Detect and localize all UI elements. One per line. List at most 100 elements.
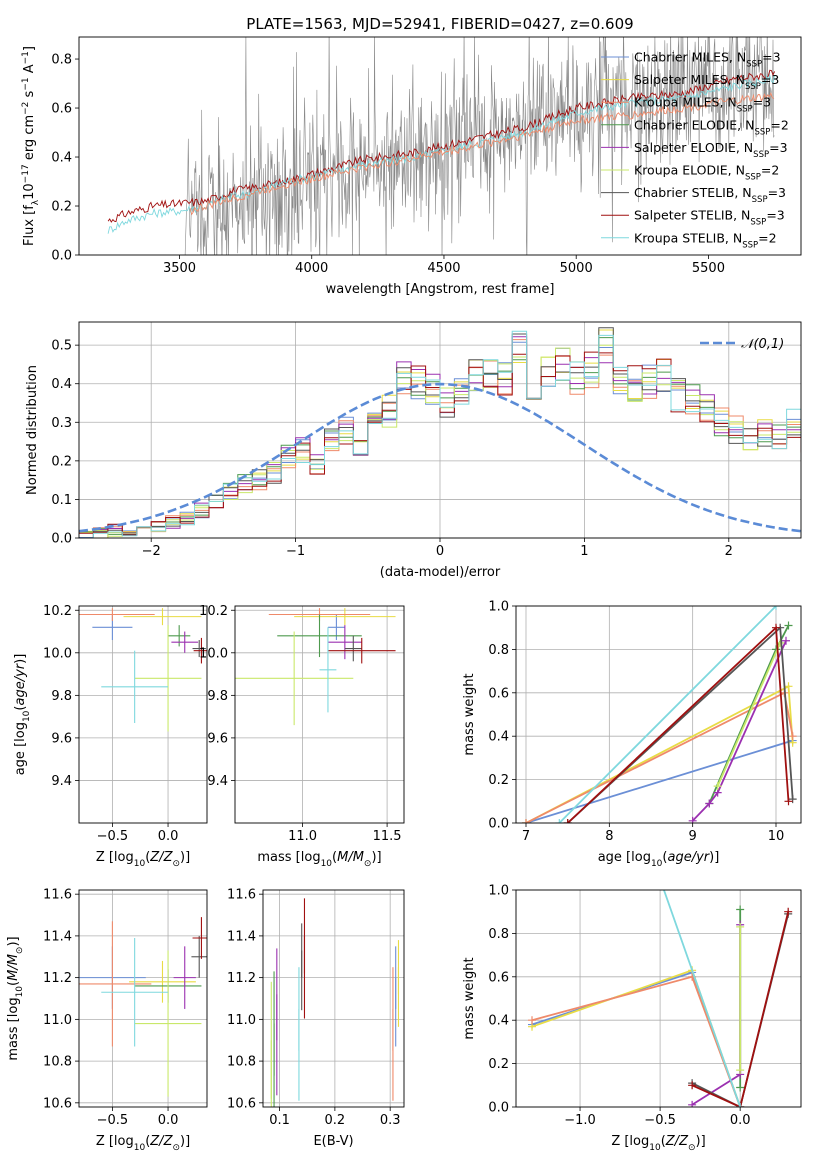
y-tick-label: 9.4 [51, 774, 72, 789]
mass-weight-marker [784, 797, 793, 806]
y-tick-label: 11.0 [227, 1013, 256, 1028]
x-tick-label: −0.5 [97, 829, 129, 844]
y-axis-label-part: )] [6, 936, 21, 946]
y-tick-label: 0.0 [51, 532, 72, 547]
x-tick-label: 7 [522, 829, 530, 844]
x-axis-label-part: )] [709, 850, 719, 865]
x-tick-label: −1.0 [564, 1113, 596, 1128]
y-axis-label-part: )] [13, 654, 28, 664]
x-tick-label: 4000 [295, 261, 328, 276]
legend-entry-base: Kroupa MILES, N [634, 95, 737, 110]
x-axis-label-part: age/yr [667, 850, 710, 865]
x-tick-label: 1 [580, 544, 588, 559]
y-tick-label: 10.2 [199, 604, 228, 619]
y-tick-label: 9.8 [207, 689, 228, 704]
y-tick-label: 0.4 [51, 151, 72, 166]
y-tick-label: 0.2 [488, 1057, 509, 1072]
legend-entry-sub: SSP [750, 218, 766, 228]
mass-weight-line [525, 739, 793, 823]
axes-frame [78, 36, 802, 256]
legend-entry-base: Salpeter MILES, N [634, 72, 745, 87]
legend-entry-tail: =2 [761, 163, 779, 178]
plot-area-massweight-vs-Z [528, 890, 793, 1107]
mass-weight-marker [522, 819, 530, 823]
legend-entry-base: Chabrier STELIB, N [634, 185, 752, 200]
x-axis-label-part: ⊙ [364, 859, 372, 869]
y-tick-label: 1.0 [488, 884, 509, 899]
legend-entry-tail: =2 [758, 230, 776, 245]
panel-mass-vs-Z: −0.5 0.010.610.811.011.211.411.6Z [log10(… [6, 888, 208, 1153]
x-tick-label: 4500 [427, 261, 460, 276]
legend-entry-tail: =3 [769, 140, 787, 155]
x-tick-label: 0 [436, 544, 444, 559]
x-axis-label-part: ( [145, 850, 150, 865]
x-axis-label-part: )] [180, 850, 190, 865]
y-axis-label-part: erg cm [22, 115, 37, 164]
observed-spectrum-line [184, 37, 775, 255]
legend-entry: Chabrier MILES, NSSP=3 [634, 50, 781, 70]
y-tick-label: 10.6 [43, 1096, 72, 1111]
legend-entry-tail: =3 [766, 208, 784, 223]
legend-entry-base: Chabrier MILES, N [634, 50, 746, 65]
x-tick-label: 0.1 [269, 1113, 290, 1128]
x-tick-label: 3500 [163, 261, 196, 276]
axes-frame [515, 889, 802, 1108]
y-tick-label: 0.6 [488, 970, 509, 985]
axes-frame [515, 605, 802, 824]
x-axis-label-part: ( [661, 1134, 666, 1149]
x-axis-label-part: ( [662, 850, 667, 865]
mass-weight-marker [713, 782, 722, 791]
legend-entry-sub: SSP [745, 82, 761, 92]
mass-weight-line [662, 890, 742, 1107]
legend-entry: Salpeter STELIB, NSSP=3 [634, 208, 785, 228]
legend-entry-base: Chabrier ELODIE, N [634, 117, 754, 132]
x-axis-label: E(B-V) [313, 1134, 353, 1149]
plot-area-age-vs-Z [79, 608, 207, 732]
x-tick-label: 0.0 [730, 1113, 751, 1128]
y-tick-label: 1.0 [488, 600, 509, 615]
x-axis-label-part: 10 [321, 859, 333, 869]
mass-weight-line [691, 911, 790, 1107]
plot-area-mass-vs-Z [79, 917, 207, 1097]
y-axis-label-part: 10 [22, 183, 37, 200]
y-axis-label-part: λ [31, 199, 41, 205]
mass-weight-marker [555, 819, 564, 823]
y-tick-label: 10.2 [43, 604, 72, 619]
plot-layer: 3500 4000 4500 5000 5500 0.0 0.2 0.4 0.6 0.8 wavel… [6, 36, 802, 1153]
y-axis-label-part: ] [22, 46, 37, 51]
y-axis-label-part: 10 [15, 986, 25, 998]
legend-entry-base: Salpeter STELIB, N [634, 208, 750, 223]
mass-weight-marker [736, 922, 745, 931]
y-tick-label: 11.0 [43, 1013, 72, 1028]
y-axis-label: Flux [fλ10−17 erg cm−2 s−1 A−1] [21, 46, 41, 246]
x-tick-label: 11.0 [288, 829, 317, 844]
x-axis-label-part: wavelength [Angstrom, rest frame] [326, 282, 555, 297]
x-axis-label-part: 10 [651, 859, 663, 869]
y-tick-label: 11.6 [227, 888, 256, 903]
y-tick-label: 10.0 [43, 646, 72, 661]
y-tick-label: 0.2 [51, 454, 72, 469]
legend-entry-normal: 𝒩(0,1) [741, 337, 784, 352]
y-tick-label: 11.2 [227, 971, 256, 986]
x-axis-label-part: Z [log [96, 1134, 134, 1149]
panel-spectrum: 3500 4000 4500 5000 5500 0.0 0.2 0.4 0.6 0.8 wavel… [21, 36, 802, 297]
x-axis-label: Z [log10(Z/Z⊙)] [611, 1134, 705, 1153]
y-axis-label-part: ⊙ [15, 947, 25, 955]
y-axis-label-part: −17 [21, 164, 31, 183]
y-axis-label: mass weight [462, 957, 477, 1039]
y-axis-label: Normed distribution [25, 365, 40, 495]
legend-entry-sub: SSP [753, 150, 769, 160]
mass-weight-marker [784, 621, 793, 630]
y-axis-label-part: age [log [13, 722, 28, 775]
mass-weight-marker [772, 606, 780, 610]
legend-entry-sub: SSP [752, 195, 768, 205]
mass-weight-marker [736, 1083, 745, 1092]
x-axis-label: wavelength [Angstrom, rest frame] [326, 282, 555, 297]
y-tick-label: 0.4 [488, 1014, 509, 1029]
x-tick-label: −0.5 [97, 1113, 129, 1128]
y-tick-label: 9.6 [207, 731, 228, 746]
y-axis-label-part: mass weight [462, 957, 477, 1039]
mass-weight-marker [784, 907, 793, 916]
y-tick-label: 0.6 [51, 102, 72, 117]
x-axis-label-part: Z/Z [665, 1134, 689, 1149]
